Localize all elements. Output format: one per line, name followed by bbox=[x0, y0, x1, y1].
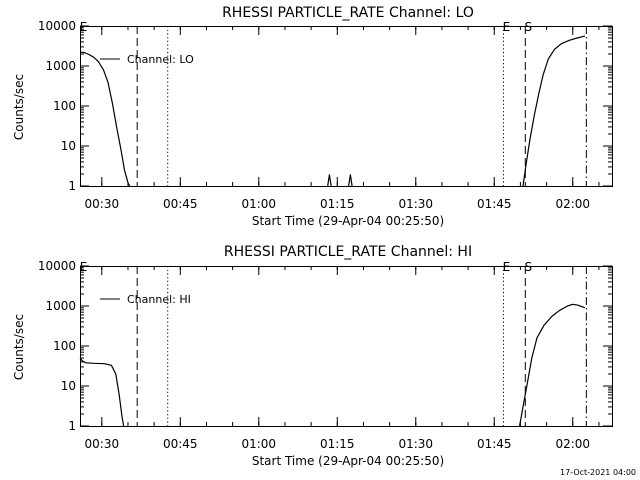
panel-lo-legend-label: Channel: LO bbox=[127, 53, 194, 66]
panel-hi-legend-label: Channel: HI bbox=[127, 293, 191, 306]
hi-series-segment-1 bbox=[519, 303, 586, 427]
lo-series-segment-3 bbox=[522, 35, 586, 187]
lo-series-segment-1 bbox=[327, 174, 332, 187]
panel-hi: RHESSI PARTICLE_RATE Channel: HI Counts/… bbox=[12, 244, 613, 468]
hi-x-tick-label: 01:00 bbox=[241, 437, 276, 451]
lo-x-tick-label: 01:15 bbox=[320, 197, 355, 211]
lo-marker-label-e: E bbox=[80, 20, 88, 34]
lo-x-tick-label: 02:00 bbox=[555, 197, 590, 211]
panel-hi-x-axis-label: Start Time (29-Apr-04 00:25:50) bbox=[252, 454, 444, 468]
hi-y-tick-label: 1 bbox=[68, 419, 76, 433]
hi-y-tick-label: 1000 bbox=[45, 299, 76, 313]
lo-x-tick-label: 01:30 bbox=[398, 197, 433, 211]
panel-lo-title: RHESSI PARTICLE_RATE Channel: LO bbox=[222, 5, 474, 21]
hi-x-tick-label: 01:45 bbox=[477, 437, 512, 451]
panel-lo-y-axis-label: Counts/sec bbox=[12, 74, 26, 140]
footer-timestamp: 17-Oct-2021 04:00 bbox=[560, 468, 636, 477]
hi-marker-label-e: E bbox=[80, 260, 88, 274]
lo-marker-label-e: E bbox=[503, 20, 511, 34]
lo-series-segment-2 bbox=[348, 174, 353, 187]
panel-hi-y-axis-label: Counts/sec bbox=[12, 314, 26, 380]
lo-marker-label-s: S bbox=[524, 20, 532, 34]
lo-y-tick-label: 1 bbox=[68, 179, 76, 193]
hi-x-tick-label: 00:45 bbox=[163, 437, 198, 451]
lo-x-tick-label: 01:00 bbox=[241, 197, 276, 211]
hi-y-tick-label: 10000 bbox=[38, 259, 76, 273]
hi-x-tick-label: 01:30 bbox=[398, 437, 433, 451]
hi-x-tick-label: 02:00 bbox=[555, 437, 590, 451]
hi-x-tick-label: 00:30 bbox=[85, 437, 120, 451]
hi-y-tick-label: 100 bbox=[53, 339, 76, 353]
lo-x-tick-label: 00:45 bbox=[163, 197, 198, 211]
lo-y-tick-label: 10000 bbox=[38, 19, 76, 33]
lo-x-tick-label: 00:30 bbox=[85, 197, 120, 211]
hi-marker-label-e: E bbox=[503, 260, 511, 274]
hi-series-segment-0 bbox=[79, 357, 125, 427]
panel-lo-x-axis-label: Start Time (29-Apr-04 00:25:50) bbox=[252, 214, 444, 228]
lo-y-tick-label: 1000 bbox=[45, 59, 76, 73]
hi-y-tick-label: 10 bbox=[61, 379, 76, 393]
panel-lo: RHESSI PARTICLE_RATE Channel: LO Counts/… bbox=[12, 5, 613, 228]
lo-x-tick-label: 01:45 bbox=[477, 197, 512, 211]
lo-y-tick-label: 10 bbox=[61, 139, 76, 153]
lo-series-segment-0 bbox=[80, 51, 131, 187]
panel-hi-title: RHESSI PARTICLE_RATE Channel: HI bbox=[224, 244, 472, 260]
hi-marker-label-s: S bbox=[524, 260, 532, 274]
lo-y-tick-label: 100 bbox=[53, 99, 76, 113]
hi-x-tick-label: 01:15 bbox=[320, 437, 355, 451]
